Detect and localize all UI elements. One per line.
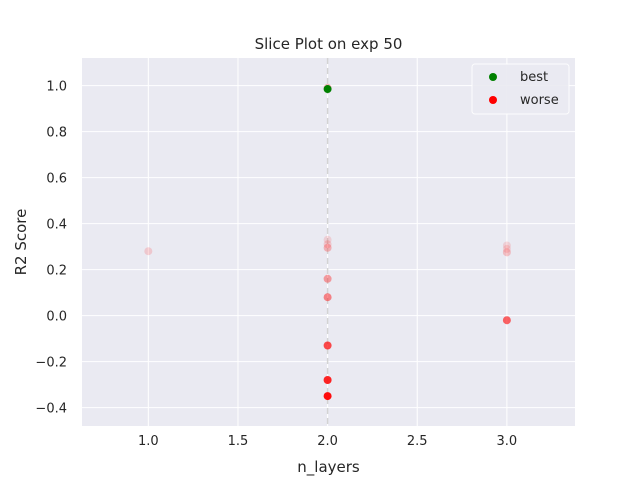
worse-point [323,274,332,283]
x-tick-label: 1.5 [228,434,249,449]
y-tick-labels: −0.4 −0.2 0.0 0.2 0.4 0.6 0.8 1.0 [35,80,67,417]
y-tick-label: 0.4 [46,218,67,233]
worse-point [502,241,511,250]
chart-title: Slice Plot on exp 50 [255,35,403,53]
legend-worse-marker [489,96,497,104]
worse-point [323,240,332,249]
worse-point [323,235,332,244]
worse-point [323,341,332,350]
worse-point [323,243,332,252]
legend-best-label: best [520,70,548,85]
x-tick-label: 2.5 [407,434,428,449]
y-tick-label: 0.0 [46,310,67,325]
x-axis-label: n_layers [297,458,360,477]
points-layer [144,83,511,401]
worse-point [323,392,332,401]
y-tick-label: 0.8 [46,126,67,141]
worse-point [502,244,511,253]
y-tick-label: 0.2 [46,264,67,279]
y-tick-label: 0.6 [46,172,67,187]
worse-point [502,316,511,325]
x-tick-labels: 1.0 1.5 2.0 2.5 3.0 [138,434,517,449]
x-tick-label: 2.0 [317,434,338,449]
legend: best worse [471,63,570,115]
x-tick-label: 1.0 [138,434,159,449]
worse-point [323,293,332,302]
y-tick-label: −0.4 [35,402,67,417]
x-tick-label: 3.0 [497,434,518,449]
plot-background [82,58,575,426]
legend-best-marker [489,73,497,81]
best-point [323,85,332,94]
worse-point [502,248,511,257]
y-tick-label: 1.0 [46,80,67,95]
worse-point [323,376,332,384]
y-axis-label: R2 Score [12,209,30,276]
y-tick-label: −0.2 [35,356,67,371]
legend-worse-label: worse [520,93,559,108]
worse-point [144,247,153,256]
